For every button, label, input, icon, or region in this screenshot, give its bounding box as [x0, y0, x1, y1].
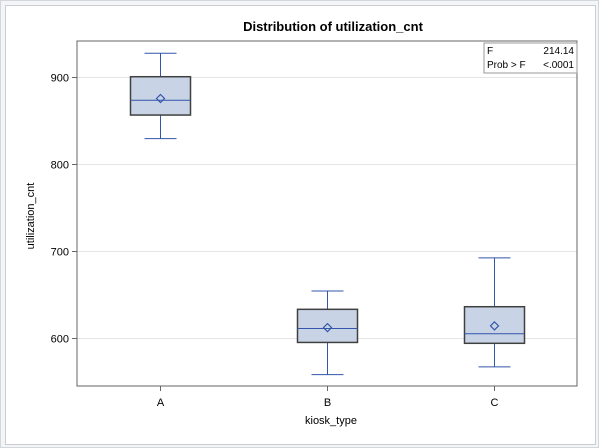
box-A [129, 52, 192, 140]
stats-inset-border [483, 42, 578, 74]
x-axis: A B C [157, 386, 499, 409]
box-C [463, 257, 526, 368]
y-tick-label: 600 [51, 334, 69, 346]
iqr-box [463, 305, 526, 345]
stat-p-value: <.0001 [543, 60, 574, 71]
stat-p-label: Prob > F [487, 60, 526, 71]
y-axis-label: utilization_cnt [25, 183, 37, 250]
box-B [296, 290, 359, 376]
y-tick-label: 800 [51, 160, 69, 172]
x-tick-label: C [491, 397, 499, 409]
x-tick-label: A [157, 397, 165, 409]
mean-marker [155, 93, 166, 104]
iqr-box [129, 75, 192, 116]
boxes [129, 52, 526, 376]
stats-inset: F 214.14 Prob > F <.0001 [483, 42, 578, 74]
y-tick-label: 700 [51, 247, 69, 259]
chart-canvas: Distribution of utilization_cnt 600 700 80… [5, 5, 596, 445]
stat-f-value: 214.14 [543, 46, 574, 57]
chart-title: Distribution of utilization_cnt [243, 19, 423, 34]
x-axis-label: kiosk_type [305, 415, 357, 427]
x-tick-label: B [324, 397, 331, 409]
iqr-box [296, 308, 359, 344]
mean-marker [322, 322, 333, 333]
y-tick-label: 900 [51, 73, 69, 85]
box-plot: Distribution of utilization_cnt 600 700 80… [25, 19, 578, 427]
mean-marker [489, 321, 500, 331]
y-axis: 600 700 800 900 [51, 73, 77, 346]
stat-f-label: F [487, 46, 493, 57]
